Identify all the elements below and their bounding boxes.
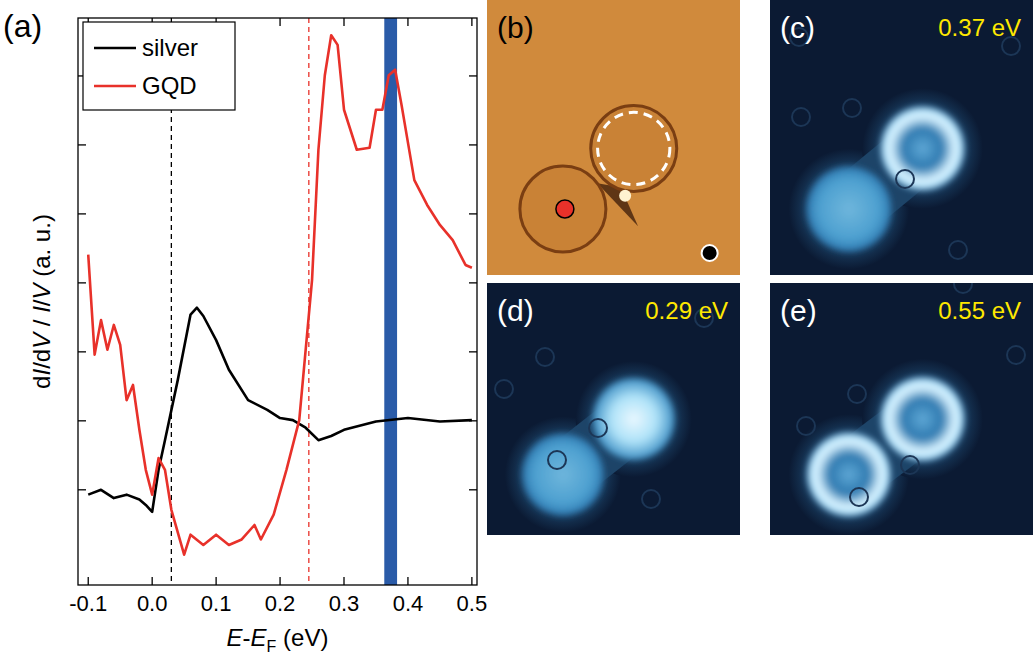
y-tick [78, 213, 86, 214]
x-tick [343, 577, 344, 585]
image-background [487, 283, 740, 535]
y-tick-right [469, 489, 477, 490]
x-tick-label: 0.5 [457, 591, 488, 616]
adsorbate [536, 348, 554, 366]
x-tick-top [471, 18, 472, 26]
x-tick-label: 0.4 [393, 591, 424, 616]
x-tick-label: 0.1 [201, 591, 232, 616]
y-tick [78, 282, 86, 283]
halo [505, 416, 621, 532]
x-tick [215, 577, 216, 585]
island [591, 105, 677, 191]
selection-circle [598, 112, 670, 184]
y-axis-title: dI/dV / I/V (a. u.) [28, 214, 55, 389]
x-tick [279, 577, 280, 585]
island [520, 166, 606, 252]
y-tick-right [469, 144, 477, 145]
x-tick-label: 0.2 [265, 591, 296, 616]
island-map [880, 106, 965, 191]
y-tick-right [469, 213, 477, 214]
energy-label: 0.55 eV [938, 297, 1021, 324]
adsorbate [949, 241, 967, 259]
image-panel [770, 0, 1033, 275]
adsorbate [1007, 346, 1025, 364]
island-map [806, 167, 891, 252]
highlight-band [384, 18, 397, 585]
x-tick [471, 577, 472, 585]
label-part: (a. u.) [28, 214, 55, 283]
y-tick-right [469, 420, 477, 421]
panel-letter: (a) [3, 8, 42, 44]
y-tick [78, 420, 86, 421]
adsorbate [850, 488, 868, 506]
legend-label: silver [142, 34, 198, 61]
adsorbate [848, 385, 866, 403]
y-tick-right [469, 282, 477, 283]
label-part: (eV) [276, 624, 328, 651]
legend-label: GQD [142, 72, 197, 99]
panel-letter: (e) [780, 294, 817, 327]
legend: silver GQD [83, 22, 235, 110]
adsorbate [896, 170, 914, 188]
series-line [88, 35, 472, 554]
x-tick-top [407, 18, 408, 26]
y-tick-right [469, 75, 477, 76]
image-panel [487, 283, 740, 535]
panel-letter: (c) [780, 11, 815, 44]
series-line [88, 308, 472, 512]
silver-point [702, 245, 718, 261]
adsorbate [954, 283, 972, 293]
y-tick [78, 351, 86, 352]
image-background [487, 0, 740, 275]
adsorbate [797, 417, 815, 435]
energy-label: 0.37 eV [938, 14, 1021, 41]
island-map [593, 378, 675, 460]
adsorbate [548, 451, 566, 469]
legend-box [83, 22, 235, 110]
figure: -0.10.00.10.20.30.40.5E-EF (eV)dI/dV / I… [0, 0, 1035, 660]
panel-letter: (d) [497, 294, 534, 327]
panel-letter: (b) [497, 11, 534, 44]
label-part: E [227, 624, 244, 651]
x-tick-label: 0.0 [137, 591, 168, 616]
label-part: d [28, 376, 55, 389]
adsorbate [901, 456, 919, 474]
y-tick-right [469, 351, 477, 352]
image-panel [487, 0, 740, 275]
x-tick [407, 577, 408, 585]
x-axis-title: E-EF (eV) [227, 624, 329, 655]
island-map [522, 434, 604, 516]
x-tick-label: 0.3 [329, 591, 360, 616]
label-part: E [251, 624, 268, 651]
adsorbate [642, 490, 660, 508]
adsorbate [792, 108, 810, 126]
plot-frame [78, 18, 477, 585]
legend-swatch [94, 47, 136, 50]
energy-label: 0.29 eV [645, 297, 728, 324]
y-tick [78, 489, 86, 490]
x-tick [152, 577, 153, 585]
x-tick-label: -0.1 [69, 591, 107, 616]
gqd-point [556, 200, 574, 218]
image-background [770, 283, 1033, 535]
y-tick [78, 144, 86, 145]
island-map [806, 432, 891, 517]
image-background [770, 0, 1033, 275]
x-tick [88, 577, 89, 585]
bright-spot [619, 190, 631, 202]
adsorbate [843, 99, 861, 117]
label-part: /d [28, 349, 55, 369]
adsorbate [495, 380, 513, 398]
island-map [880, 377, 965, 462]
adsorbate [589, 419, 607, 437]
x-tick-top [343, 18, 344, 26]
label-part: - [243, 624, 251, 651]
image-panel [770, 283, 1033, 535]
label-part: / [28, 313, 55, 333]
legend-swatch [94, 85, 136, 88]
label-part: F [267, 638, 277, 655]
x-tick-top [279, 18, 280, 26]
